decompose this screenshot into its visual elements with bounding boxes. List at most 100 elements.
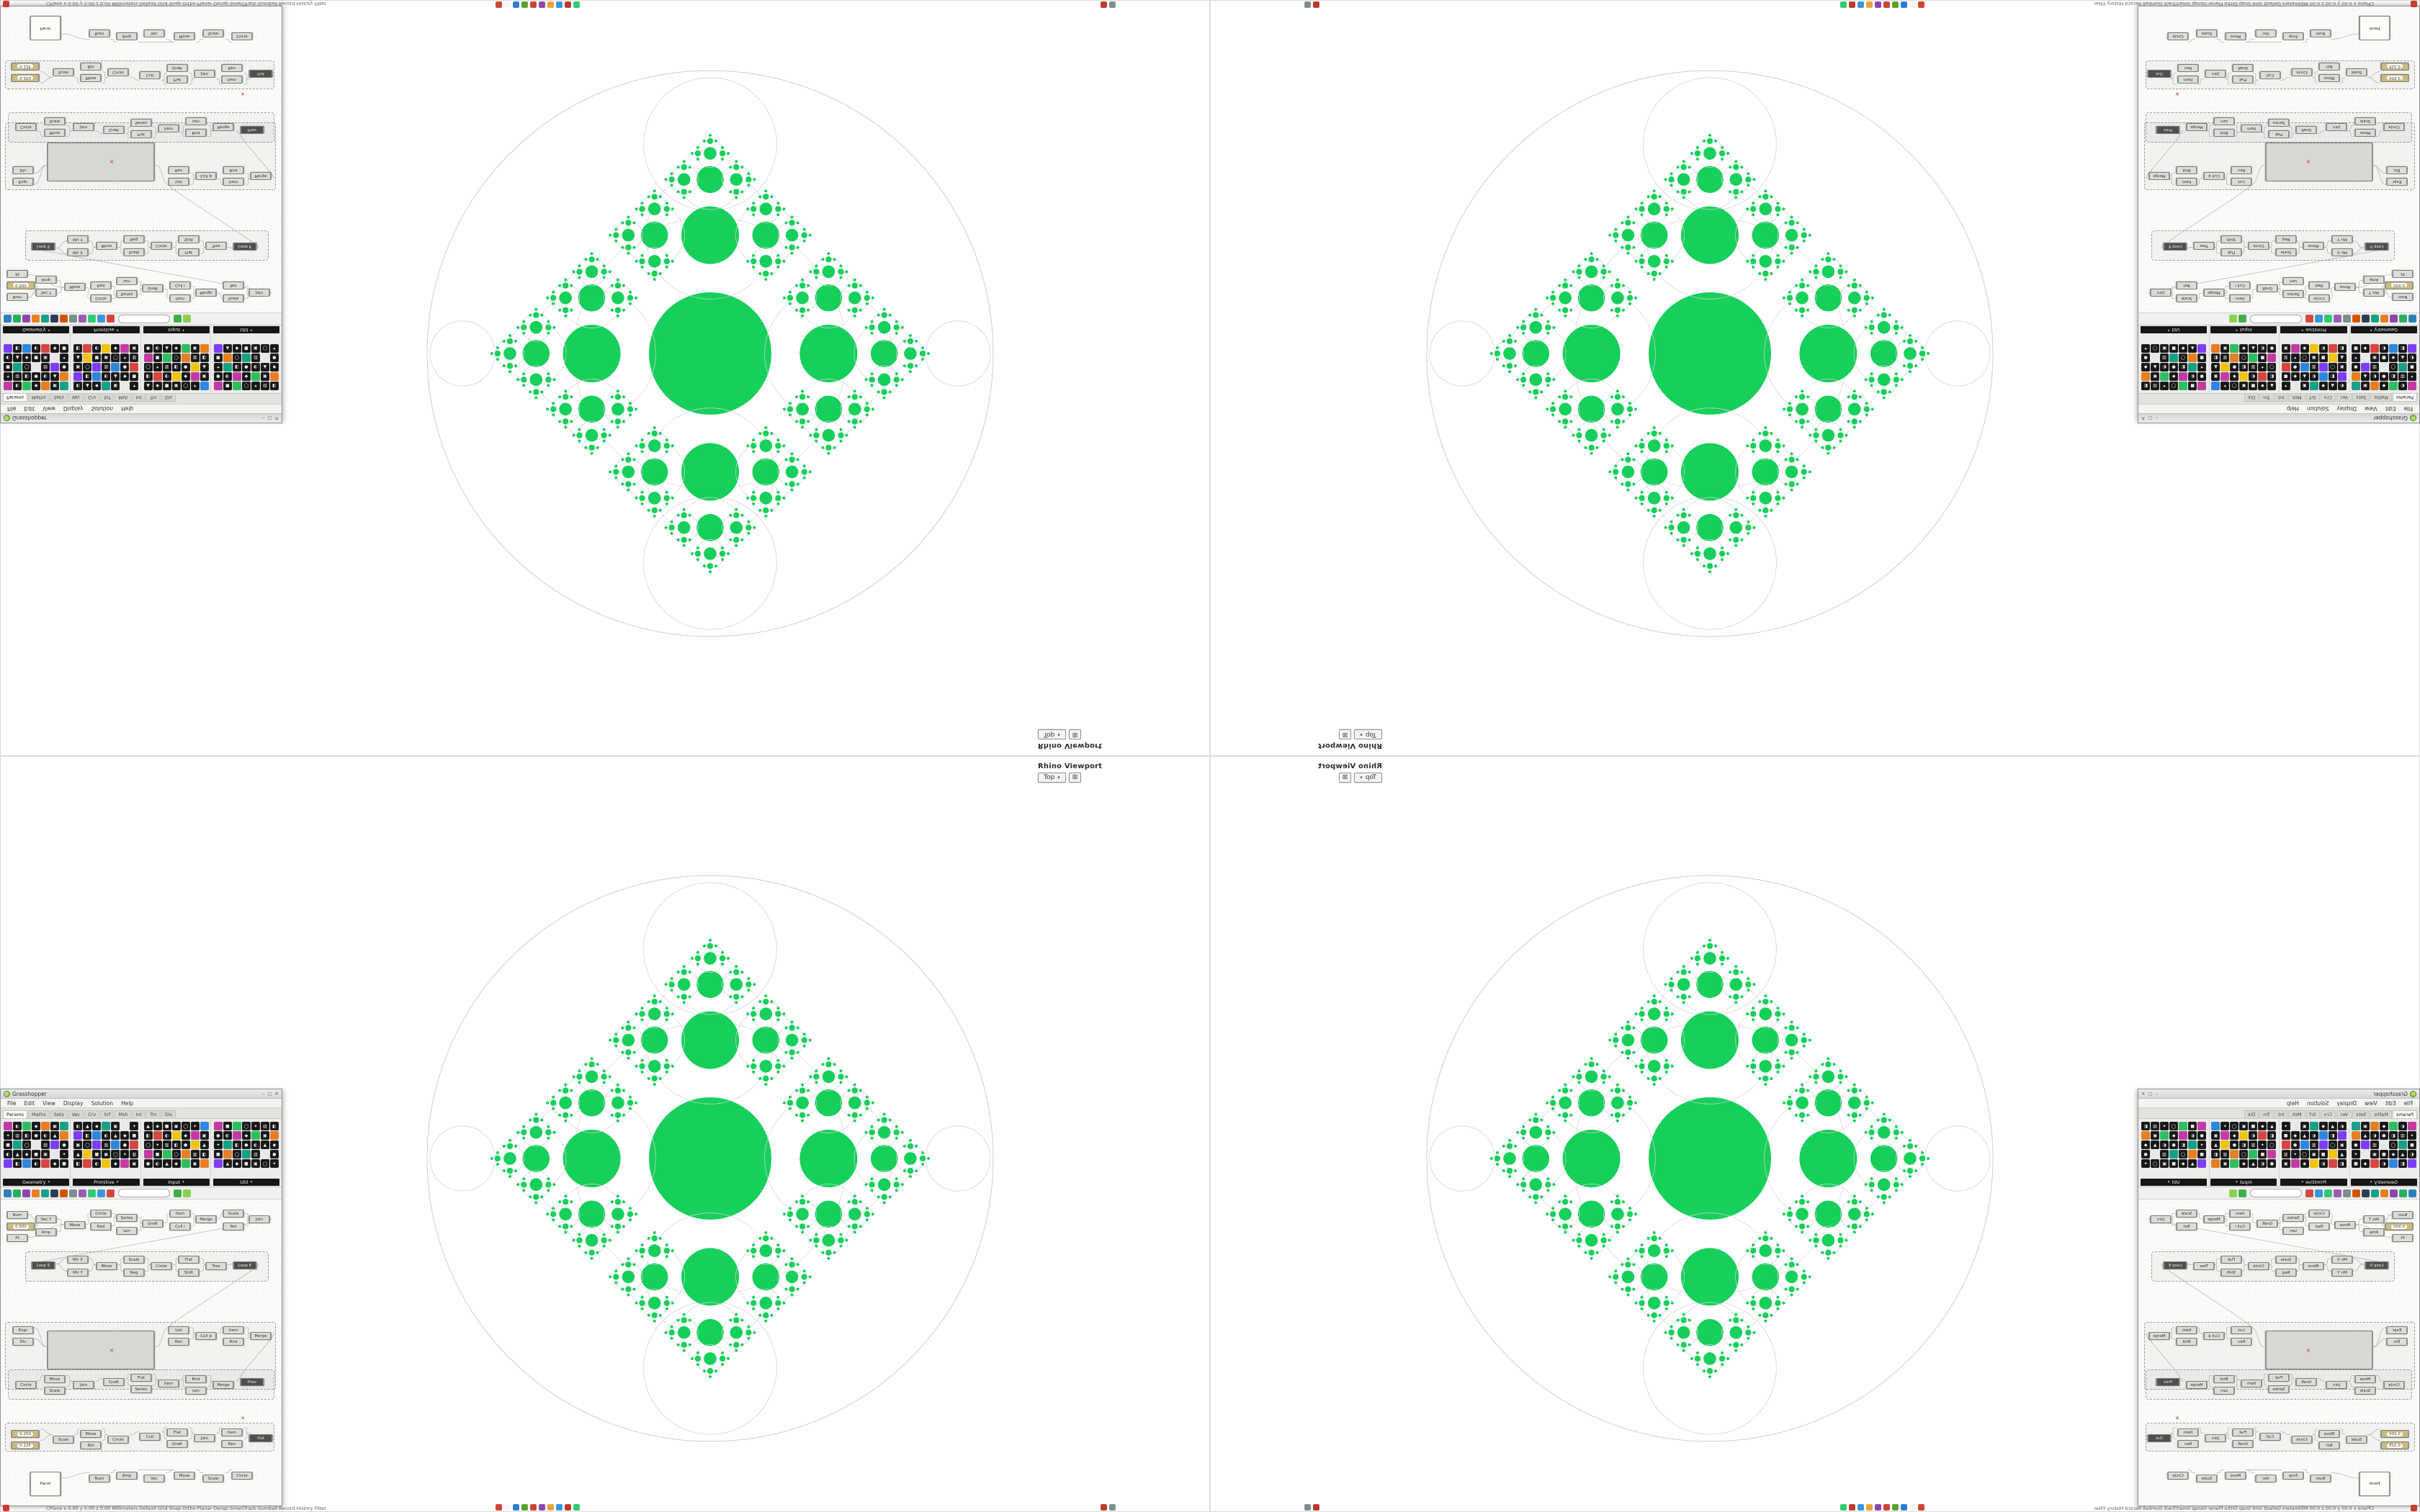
apollonian-fractal-viewport[interactable] (1210, 757, 2419, 1512)
component-icon[interactable]: ▥ (162, 363, 171, 372)
taskbar-icon[interactable] (1109, 1504, 1116, 1511)
component-icon[interactable]: ✦ (130, 382, 139, 390)
app-badge-icon[interactable] (2411, 1505, 2417, 1511)
menu-item-file[interactable]: File (2403, 1099, 2413, 1107)
component-icon[interactable] (2267, 354, 2277, 362)
close-button[interactable]: ✕ (2141, 415, 2146, 421)
component-icon[interactable] (130, 363, 139, 372)
gh-node[interactable]: Cull (139, 71, 161, 79)
component-icon[interactable] (232, 1131, 241, 1140)
component-icon[interactable] (2360, 1140, 2370, 1149)
gh-node[interactable]: Pt (2392, 270, 2414, 278)
gh-node[interactable]: Item (223, 1326, 244, 1334)
component-icon[interactable]: ▣ (41, 1150, 50, 1158)
component-icon[interactable]: ▲ (13, 1150, 22, 1158)
gh-node[interactable]: Move (2334, 1221, 2356, 1229)
component-icon[interactable] (2151, 354, 2160, 362)
component-icon[interactable]: ● (2379, 372, 2388, 381)
component-icon[interactable]: ◆ (50, 1159, 60, 1168)
component-icon[interactable]: ▥ (2398, 1131, 2407, 1140)
component-icon[interactable]: ▥ (13, 1131, 22, 1140)
component-icon[interactable]: ◐ (32, 1159, 41, 1168)
component-icon[interactable]: ◆ (2258, 382, 2267, 390)
gh-node[interactable]: Scale (2196, 1475, 2218, 1482)
component-icon[interactable]: ◧ (2398, 1159, 2407, 1168)
gh-node[interactable]: Neg (123, 235, 145, 243)
gh-node[interactable]: Circle (90, 1210, 112, 1218)
component-icon[interactable]: ◆ (2300, 344, 2309, 353)
component-icon[interactable] (2407, 1122, 2416, 1130)
component-icon[interactable]: ◐ (2379, 344, 2388, 353)
gh-node[interactable]: Item (2177, 1428, 2199, 1436)
component-icon[interactable]: ▣ (260, 372, 269, 381)
gh-node[interactable]: Num (89, 30, 110, 37)
solver-icon[interactable] (2238, 315, 2246, 323)
gh-node[interactable]: Join (194, 1434, 215, 1442)
component-icon[interactable]: ▲ (223, 344, 232, 353)
component-icon[interactable]: ◐ (2398, 1122, 2407, 1130)
component-icon[interactable]: ▥ (2281, 1150, 2290, 1158)
toolbar-icon[interactable] (2334, 315, 2341, 323)
taskbar-icon[interactable] (1909, 1, 1916, 8)
component-tab-trn[interactable]: Trn (146, 394, 161, 402)
component-icon[interactable] (2220, 1131, 2230, 1140)
gh-node[interactable]: Out (248, 70, 273, 78)
component-icon[interactable]: ◆ (2141, 363, 2151, 372)
component-icon[interactable]: ◐ (153, 344, 162, 353)
toolbar-icon[interactable] (2334, 1189, 2341, 1197)
gh-node[interactable]: Prev (240, 1378, 264, 1386)
component-icon[interactable]: ● (181, 1140, 190, 1149)
gh-node[interactable]: 0.125 (11, 63, 40, 71)
gh-node[interactable]: 0.500 (6, 1223, 35, 1230)
component-icon[interactable] (2318, 363, 2328, 372)
gh-node[interactable]: Graft (103, 1378, 125, 1386)
component-icon[interactable] (200, 382, 209, 390)
component-icon[interactable]: ✦ (2160, 1122, 2169, 1130)
gh-node[interactable]: Move (2303, 1262, 2324, 1270)
component-icon[interactable] (2398, 1140, 2407, 1149)
component-icon[interactable]: ◐ (2309, 372, 2318, 381)
gh-node[interactable]: Move (80, 1430, 102, 1438)
component-icon[interactable] (73, 1131, 83, 1140)
gh-node[interactable]: 0.250 (2380, 74, 2409, 82)
component-icon[interactable]: ■ (2197, 1150, 2207, 1158)
component-icon[interactable]: ▣ (2211, 372, 2220, 381)
gh-node[interactable]: 0.125 (2380, 1441, 2409, 1449)
component-icon[interactable] (2179, 1122, 2188, 1130)
gh-node[interactable]: Cull i (169, 282, 191, 289)
gh-node[interactable]: Move (44, 1375, 66, 1383)
component-icon[interactable]: ◐ (41, 1131, 50, 1140)
gh-node[interactable]: Flat (130, 1374, 152, 1382)
component-icon[interactable]: ◆ (269, 363, 279, 372)
component-icon[interactable]: ◆ (232, 1159, 241, 1168)
gh-node[interactable]: Rad (90, 282, 112, 289)
component-icon[interactable]: ▣ (2337, 1140, 2347, 1149)
gh-node[interactable]: Item (158, 1380, 179, 1387)
gh-node[interactable]: 0.125 (11, 1441, 40, 1449)
component-icon[interactable] (2318, 1140, 2328, 1149)
palette-group-label[interactable]: Util ▾ (2141, 326, 2208, 333)
component-icon[interactable]: ● (2169, 363, 2179, 372)
component-icon[interactable]: ◯ (2179, 354, 2188, 362)
gh-node[interactable]: Rot (2176, 282, 2197, 289)
component-icon[interactable]: ▲ (50, 372, 60, 381)
component-icon[interactable]: ◯ (2151, 344, 2160, 353)
component-icon[interactable]: ◧ (171, 1140, 181, 1149)
gh-node[interactable]: Merge (212, 1381, 234, 1389)
component-icon[interactable] (223, 1140, 232, 1149)
component-icon[interactable]: ◯ (2388, 1140, 2398, 1149)
component-icon[interactable] (22, 1159, 32, 1168)
component-icon[interactable]: ■ (153, 1150, 162, 1158)
component-icon[interactable]: ▲ (2151, 363, 2160, 372)
gh-node[interactable]: Len (2213, 1387, 2235, 1395)
gh-node[interactable]: Graft (142, 1220, 163, 1228)
gh-node[interactable]: Item (158, 125, 179, 132)
gh-node[interactable]: Move (2354, 129, 2376, 137)
gh-node[interactable]: Flat (2268, 1374, 2290, 1382)
component-icon[interactable]: ▥ (2309, 1140, 2318, 1149)
component-icon[interactable] (2388, 1122, 2398, 1130)
component-icon[interactable] (2239, 372, 2249, 381)
gh-node[interactable]: Scale (123, 1256, 145, 1264)
gh-node[interactable]: Flat (2232, 1428, 2254, 1436)
palette-group-label[interactable]: Input ▾ (143, 326, 210, 333)
